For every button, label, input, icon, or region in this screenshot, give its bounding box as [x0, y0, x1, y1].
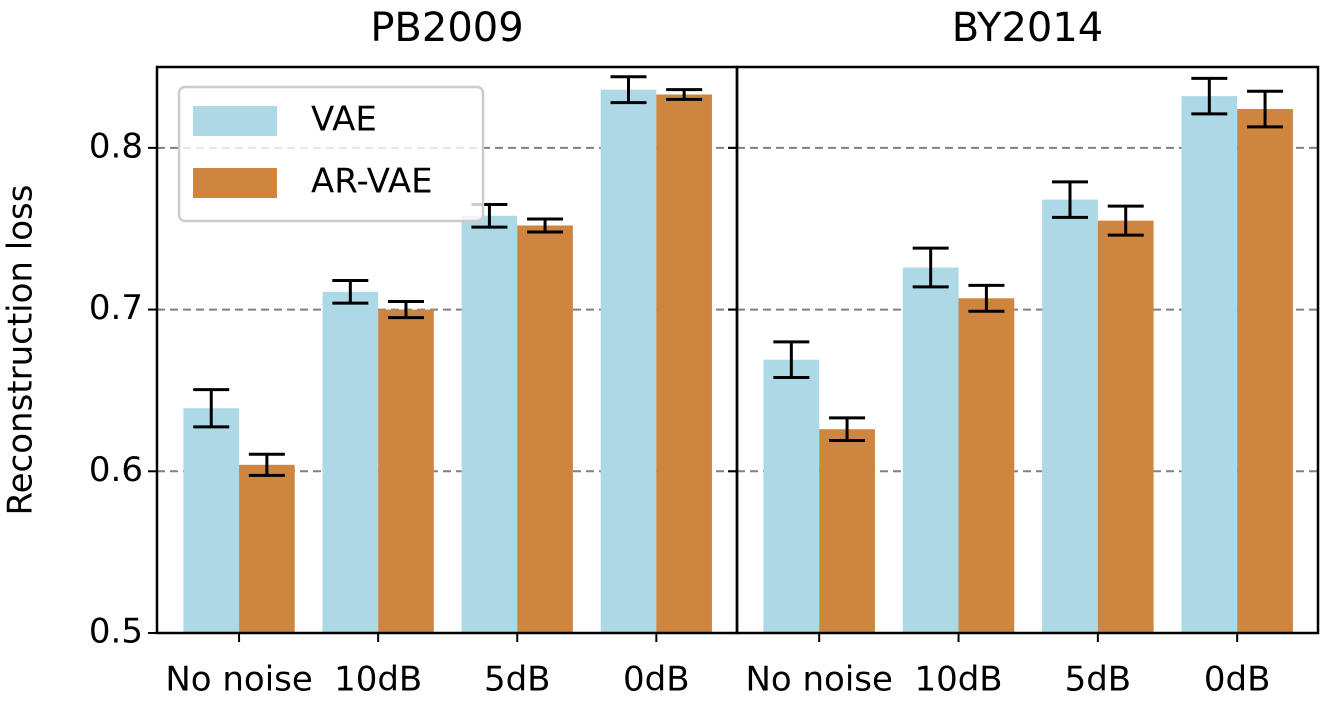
bar: [763, 359, 820, 633]
bar: [1097, 220, 1154, 633]
bar: [958, 298, 1015, 633]
bar: [656, 94, 712, 633]
panel-title: BY2014: [952, 5, 1103, 51]
x-tick-label: 0dB: [623, 660, 690, 700]
bar: [1042, 199, 1098, 633]
bar: [322, 291, 379, 633]
y-tick-label: 0.5: [89, 612, 143, 652]
y-tick-label: 0.8: [89, 126, 143, 166]
x-tick-label: No noise: [165, 660, 312, 700]
bar: [1237, 109, 1293, 633]
bar: [517, 225, 573, 634]
legend-label: AR-VAE: [311, 162, 433, 202]
bar: [461, 215, 518, 633]
panel-title: PB2009: [370, 5, 523, 51]
x-tick-label: 5dB: [484, 660, 551, 700]
bar: [239, 464, 295, 633]
x-tick-label: 5dB: [1065, 660, 1132, 700]
bar: [600, 89, 657, 633]
y-tick-label: 0.7: [89, 288, 143, 328]
bar: [819, 429, 875, 633]
y-axis-label: Reconstruction loss: [1, 185, 41, 516]
legend-swatch: [193, 168, 277, 198]
y-tick-label: 0.6: [89, 450, 143, 490]
bar: [378, 309, 434, 633]
x-tick-label: 10dB: [334, 660, 422, 700]
x-tick-label: 10dB: [914, 660, 1002, 700]
x-tick-label: 0dB: [1204, 660, 1271, 700]
axes-frame: [735, 65, 1320, 635]
x-tick-label: No noise: [745, 660, 892, 700]
legend-label: VAE: [311, 100, 377, 140]
bar: [183, 408, 240, 633]
legend-swatch: [193, 106, 277, 136]
bar: [1181, 96, 1238, 633]
bar: [902, 267, 959, 633]
